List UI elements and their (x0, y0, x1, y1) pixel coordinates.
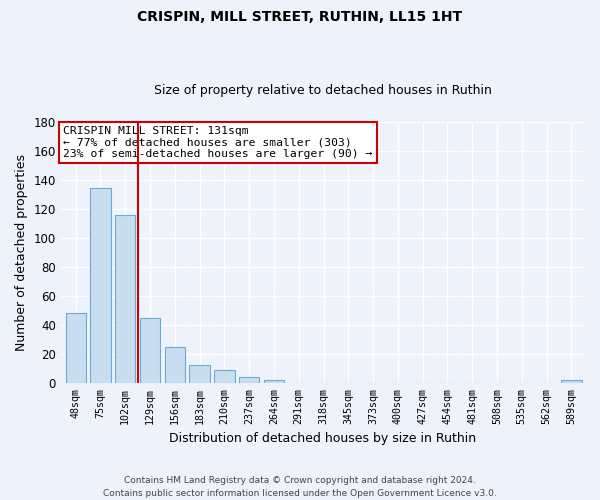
Bar (90, 188, 110, 383)
Bar (264, 380, 284, 383)
Bar (214, 370, 235, 383)
Y-axis label: Number of detached properties: Number of detached properties (15, 154, 28, 351)
Bar (65, 313, 86, 383)
Bar (561, 380, 581, 383)
X-axis label: Distribution of detached houses by size in Ruthin: Distribution of detached houses by size … (169, 432, 476, 445)
Bar (239, 377, 259, 383)
Text: Contains HM Land Registry data © Crown copyright and database right 2024.
Contai: Contains HM Land Registry data © Crown c… (103, 476, 497, 498)
Bar (164, 346, 185, 383)
Bar (190, 366, 210, 383)
Text: CRISPIN, MILL STREET, RUTHIN, LL15 1HT: CRISPIN, MILL STREET, RUTHIN, LL15 1HT (137, 10, 463, 24)
Bar (140, 318, 160, 383)
Title: Size of property relative to detached houses in Ruthin: Size of property relative to detached ho… (154, 84, 492, 97)
Text: CRISPIN MILL STREET: 131sqm
← 77% of detached houses are smaller (303)
23% of se: CRISPIN MILL STREET: 131sqm ← 77% of det… (64, 126, 373, 159)
Bar (115, 214, 136, 383)
